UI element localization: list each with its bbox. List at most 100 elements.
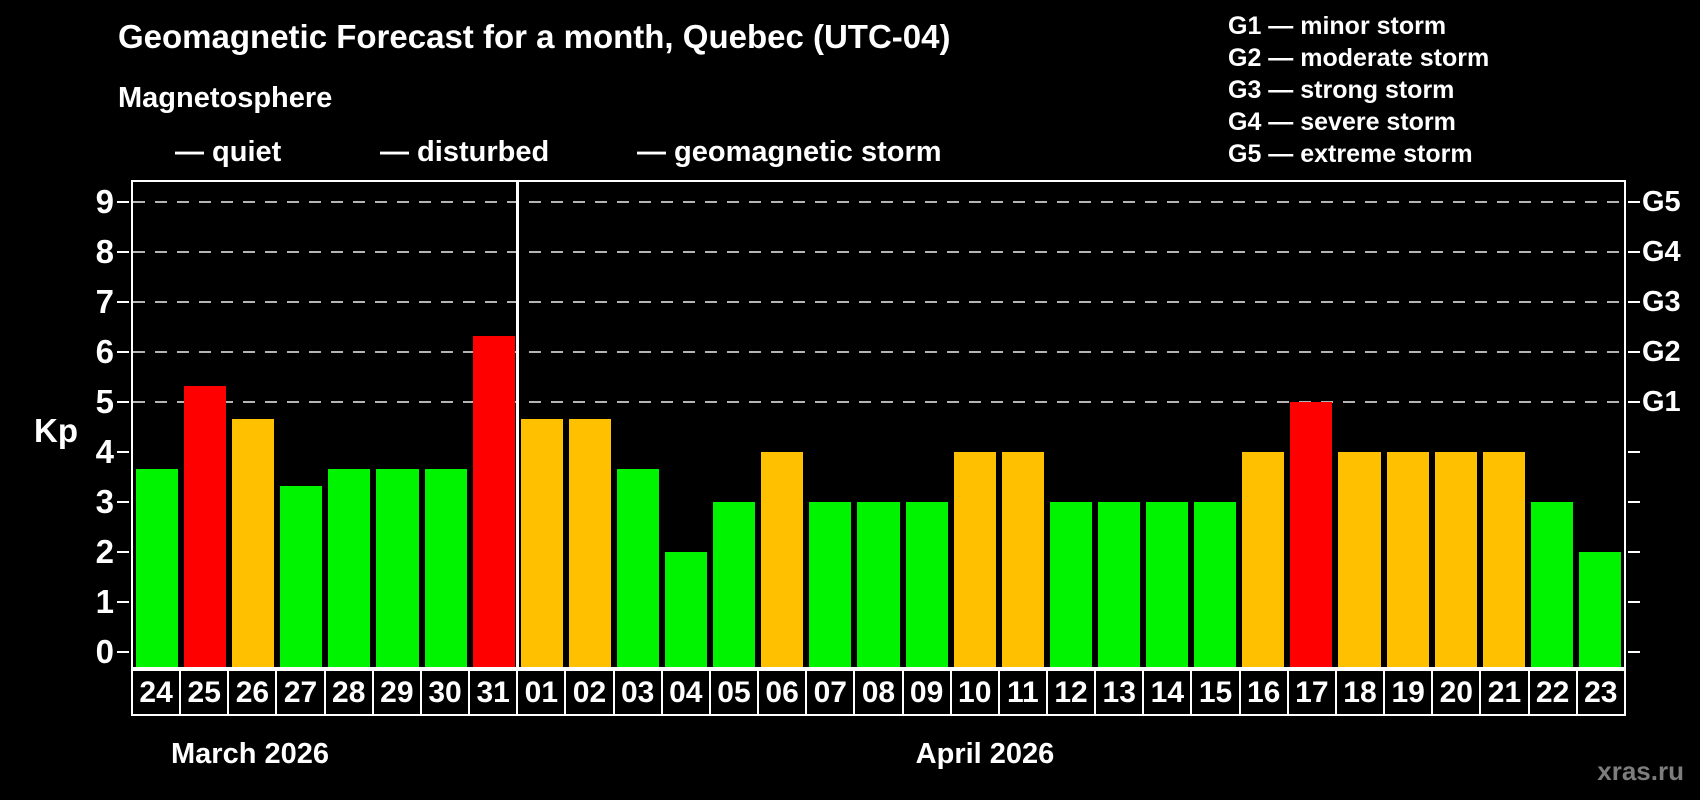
left-axis-tick [117, 601, 129, 603]
date-cell: 06 [759, 671, 808, 714]
g-level-label: G1 [1642, 386, 1681, 418]
date-cell: 01 [518, 671, 567, 714]
date-cell: 09 [904, 671, 952, 714]
date-cell: 30 [422, 671, 471, 714]
grid-line [133, 351, 1624, 353]
right-axis-tick [1628, 251, 1640, 253]
left-axis-tick [117, 551, 129, 553]
page-title: Geomagnetic Forecast for a month, Quebec… [118, 18, 951, 55]
kp-bar [184, 385, 227, 667]
left-axis-tick [117, 451, 129, 453]
quiet-legend-swatch [128, 133, 162, 168]
date-cell: 26 [229, 671, 278, 714]
date-cell: 10 [952, 671, 1000, 714]
left-axis-tick [117, 251, 129, 253]
date-cell: 28 [326, 671, 374, 714]
date-cell: 07 [807, 671, 856, 714]
kp-bar [1338, 452, 1381, 667]
right-axis-tick [1628, 551, 1640, 553]
y-tick-label: 7 [95, 283, 114, 320]
g-level-label: G5 [1642, 186, 1681, 218]
y-tick-label: 8 [95, 233, 114, 270]
kp-bar [857, 502, 900, 667]
kp-bar [761, 452, 804, 667]
kp-bar [1434, 452, 1477, 667]
right-axis-tick [1628, 201, 1640, 203]
kp-bar [1386, 452, 1429, 667]
g4-legend-line: G4 — severe storm [1228, 108, 1456, 136]
left-axis-tick [117, 351, 129, 353]
y-tick-label: 2 [95, 533, 114, 570]
g5-legend-line: G5 — extreme storm [1228, 140, 1473, 168]
y-axis-title: Kp [34, 412, 78, 449]
kp-bar [1578, 552, 1621, 667]
date-cell: 20 [1433, 671, 1482, 714]
date-cell: 23 [1584, 675, 1618, 709]
date-cell: 25 [181, 671, 230, 714]
kp-bar [136, 468, 179, 667]
y-tick-label: 9 [95, 183, 114, 220]
y-tick-label: 0 [95, 633, 114, 670]
watermark: xras.ru [1597, 756, 1684, 786]
kp-bar [328, 468, 371, 667]
kp-bar [616, 468, 660, 667]
g-scale-legend: G1 — minor storm G2 — moderate storm G3 … [1228, 10, 1489, 170]
right-axis-tick [1628, 401, 1640, 403]
g1-legend-line: G1 — minor storm [1228, 12, 1447, 40]
kp-bar [424, 468, 467, 667]
date-cell: 11 [1000, 671, 1048, 714]
storm-legend-swatch [590, 133, 624, 168]
kp-bar [665, 552, 708, 667]
date-cell: 15 [1192, 671, 1241, 714]
kp-bar [1001, 452, 1044, 667]
date-cell: 17 [1289, 671, 1337, 714]
date-axis: 24 25 26 27 28 29 30 31 01 02 03 04 05 06 07 08 09 10 11 12… [131, 669, 1626, 716]
plot-area [131, 180, 1626, 669]
quiet-legend-label: — quiet [175, 136, 282, 168]
date-cell: 16 [1241, 671, 1289, 714]
date-cell: 03 [615, 671, 663, 714]
date-cell: 12 [1048, 671, 1097, 714]
date-cell: 22 [1530, 671, 1578, 714]
disturbed-legend-swatch [333, 133, 367, 168]
y-tick-label: 1 [95, 583, 114, 620]
date-cell: 13 [1096, 671, 1145, 714]
disturbed-legend-label: — disturbed [380, 136, 550, 168]
magnetosphere-label: Magnetosphere [118, 82, 333, 114]
grid-line [133, 401, 1624, 403]
date-cell: 14 [1144, 671, 1193, 714]
right-axis-tick [1628, 451, 1640, 453]
kp-bar [520, 418, 563, 667]
left-axis-tick [117, 201, 129, 203]
kp-bar [1049, 502, 1092, 667]
y-tick-label: 4 [95, 433, 114, 470]
date-cell: 19 [1385, 671, 1434, 714]
right-axis-tick [1628, 501, 1640, 503]
kp-bar [809, 502, 852, 667]
kp-bar [905, 502, 948, 667]
kp-bar [1482, 452, 1525, 667]
right-axis-tick [1628, 651, 1640, 653]
y-tick-label: 6 [95, 333, 114, 370]
right-axis-tick [1628, 601, 1640, 603]
date-cell: 27 [277, 671, 326, 714]
date-cell: 31 [470, 671, 519, 714]
date-cell: 08 [855, 671, 904, 714]
right-axis-tick [1628, 351, 1640, 353]
g-level-label: G3 [1642, 286, 1681, 318]
kp-bar [1530, 502, 1573, 667]
kp-bar [232, 418, 275, 667]
date-cell: 05 [711, 671, 760, 714]
g3-legend-line: G3 — strong storm [1228, 76, 1455, 104]
month-separator-line [516, 182, 520, 667]
month-label-march: March 2026 [171, 738, 329, 770]
date-cell: 21 [1481, 671, 1530, 714]
date-cell: 18 [1337, 671, 1386, 714]
left-axis-tick [117, 401, 129, 403]
right-axis-tick [1628, 301, 1640, 303]
g-level-label: G2 [1642, 336, 1681, 368]
grid-line [133, 251, 1624, 253]
kp-bar [1097, 502, 1141, 667]
date-cell: 29 [374, 671, 422, 714]
